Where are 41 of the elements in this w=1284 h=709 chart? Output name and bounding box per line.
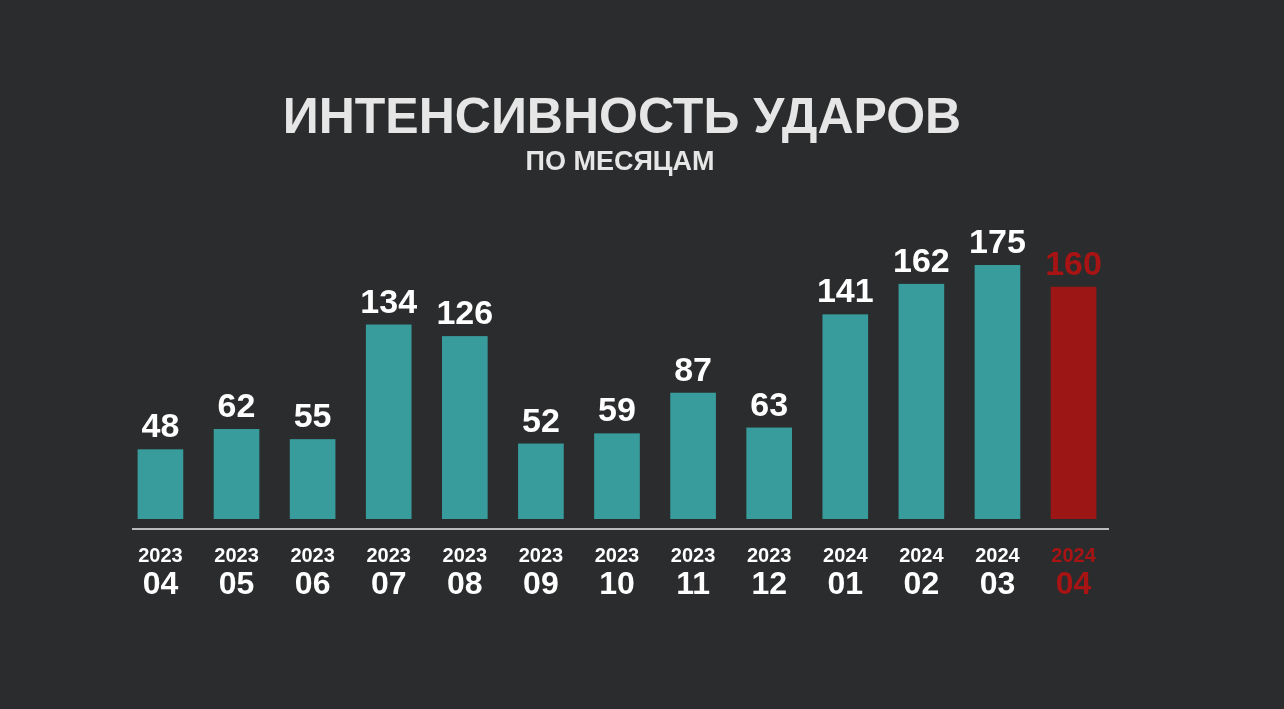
- x-tick-label: 2023 04: [138, 544, 183, 601]
- bar: [137, 449, 184, 519]
- x-tick-label: 2023 12: [746, 544, 792, 601]
- bar: [1050, 286, 1097, 519]
- data-label: 162: [893, 240, 950, 279]
- x-tick-label: 2023 06: [290, 544, 335, 601]
- x-tick-label: 2023 08: [442, 544, 488, 601]
- bar: [746, 427, 793, 519]
- bar: [441, 336, 488, 519]
- bar: [518, 443, 564, 519]
- data-label: 87: [674, 349, 713, 388]
- x-tick-label: 2024 01: [823, 544, 869, 601]
- data-label: 59: [598, 390, 636, 429]
- x-tick-label: 2024 04: [1051, 544, 1097, 601]
- bar: [594, 433, 640, 519]
- data-label: 134: [360, 281, 418, 320]
- x-tick-label: 2023 11: [670, 544, 716, 601]
- bar: [898, 283, 945, 519]
- data-label: 63: [750, 384, 789, 423]
- bar: [289, 439, 336, 519]
- bar: [822, 314, 869, 519]
- bar: [213, 429, 260, 519]
- chart-subtitle: ПО МЕСЯЦАМ: [525, 146, 715, 176]
- data-label: 55: [293, 396, 332, 435]
- data-label: 126: [436, 293, 494, 332]
- data-label: 62: [217, 386, 256, 425]
- x-tick-label: 2023 05: [214, 544, 259, 601]
- bar: [974, 265, 1021, 519]
- data-label: 160: [1045, 243, 1102, 282]
- x-tick-label: 2023 09: [518, 544, 564, 601]
- x-tick-label: 2024 02: [899, 544, 945, 601]
- data-label: 141: [816, 271, 874, 310]
- data-label: 52: [521, 400, 560, 439]
- bar: [365, 324, 412, 519]
- x-tick-label: 2024 03: [975, 544, 1021, 601]
- data-label: 175: [969, 222, 1026, 260]
- x-tick-label: 2023 10: [594, 544, 640, 601]
- chart-title: ИНТЕНСИВНОСТЬ УДАРОВ: [282, 88, 962, 144]
- data-label: 48: [141, 406, 180, 445]
- bar: [670, 392, 716, 519]
- x-tick-label: 2023 07: [366, 544, 411, 601]
